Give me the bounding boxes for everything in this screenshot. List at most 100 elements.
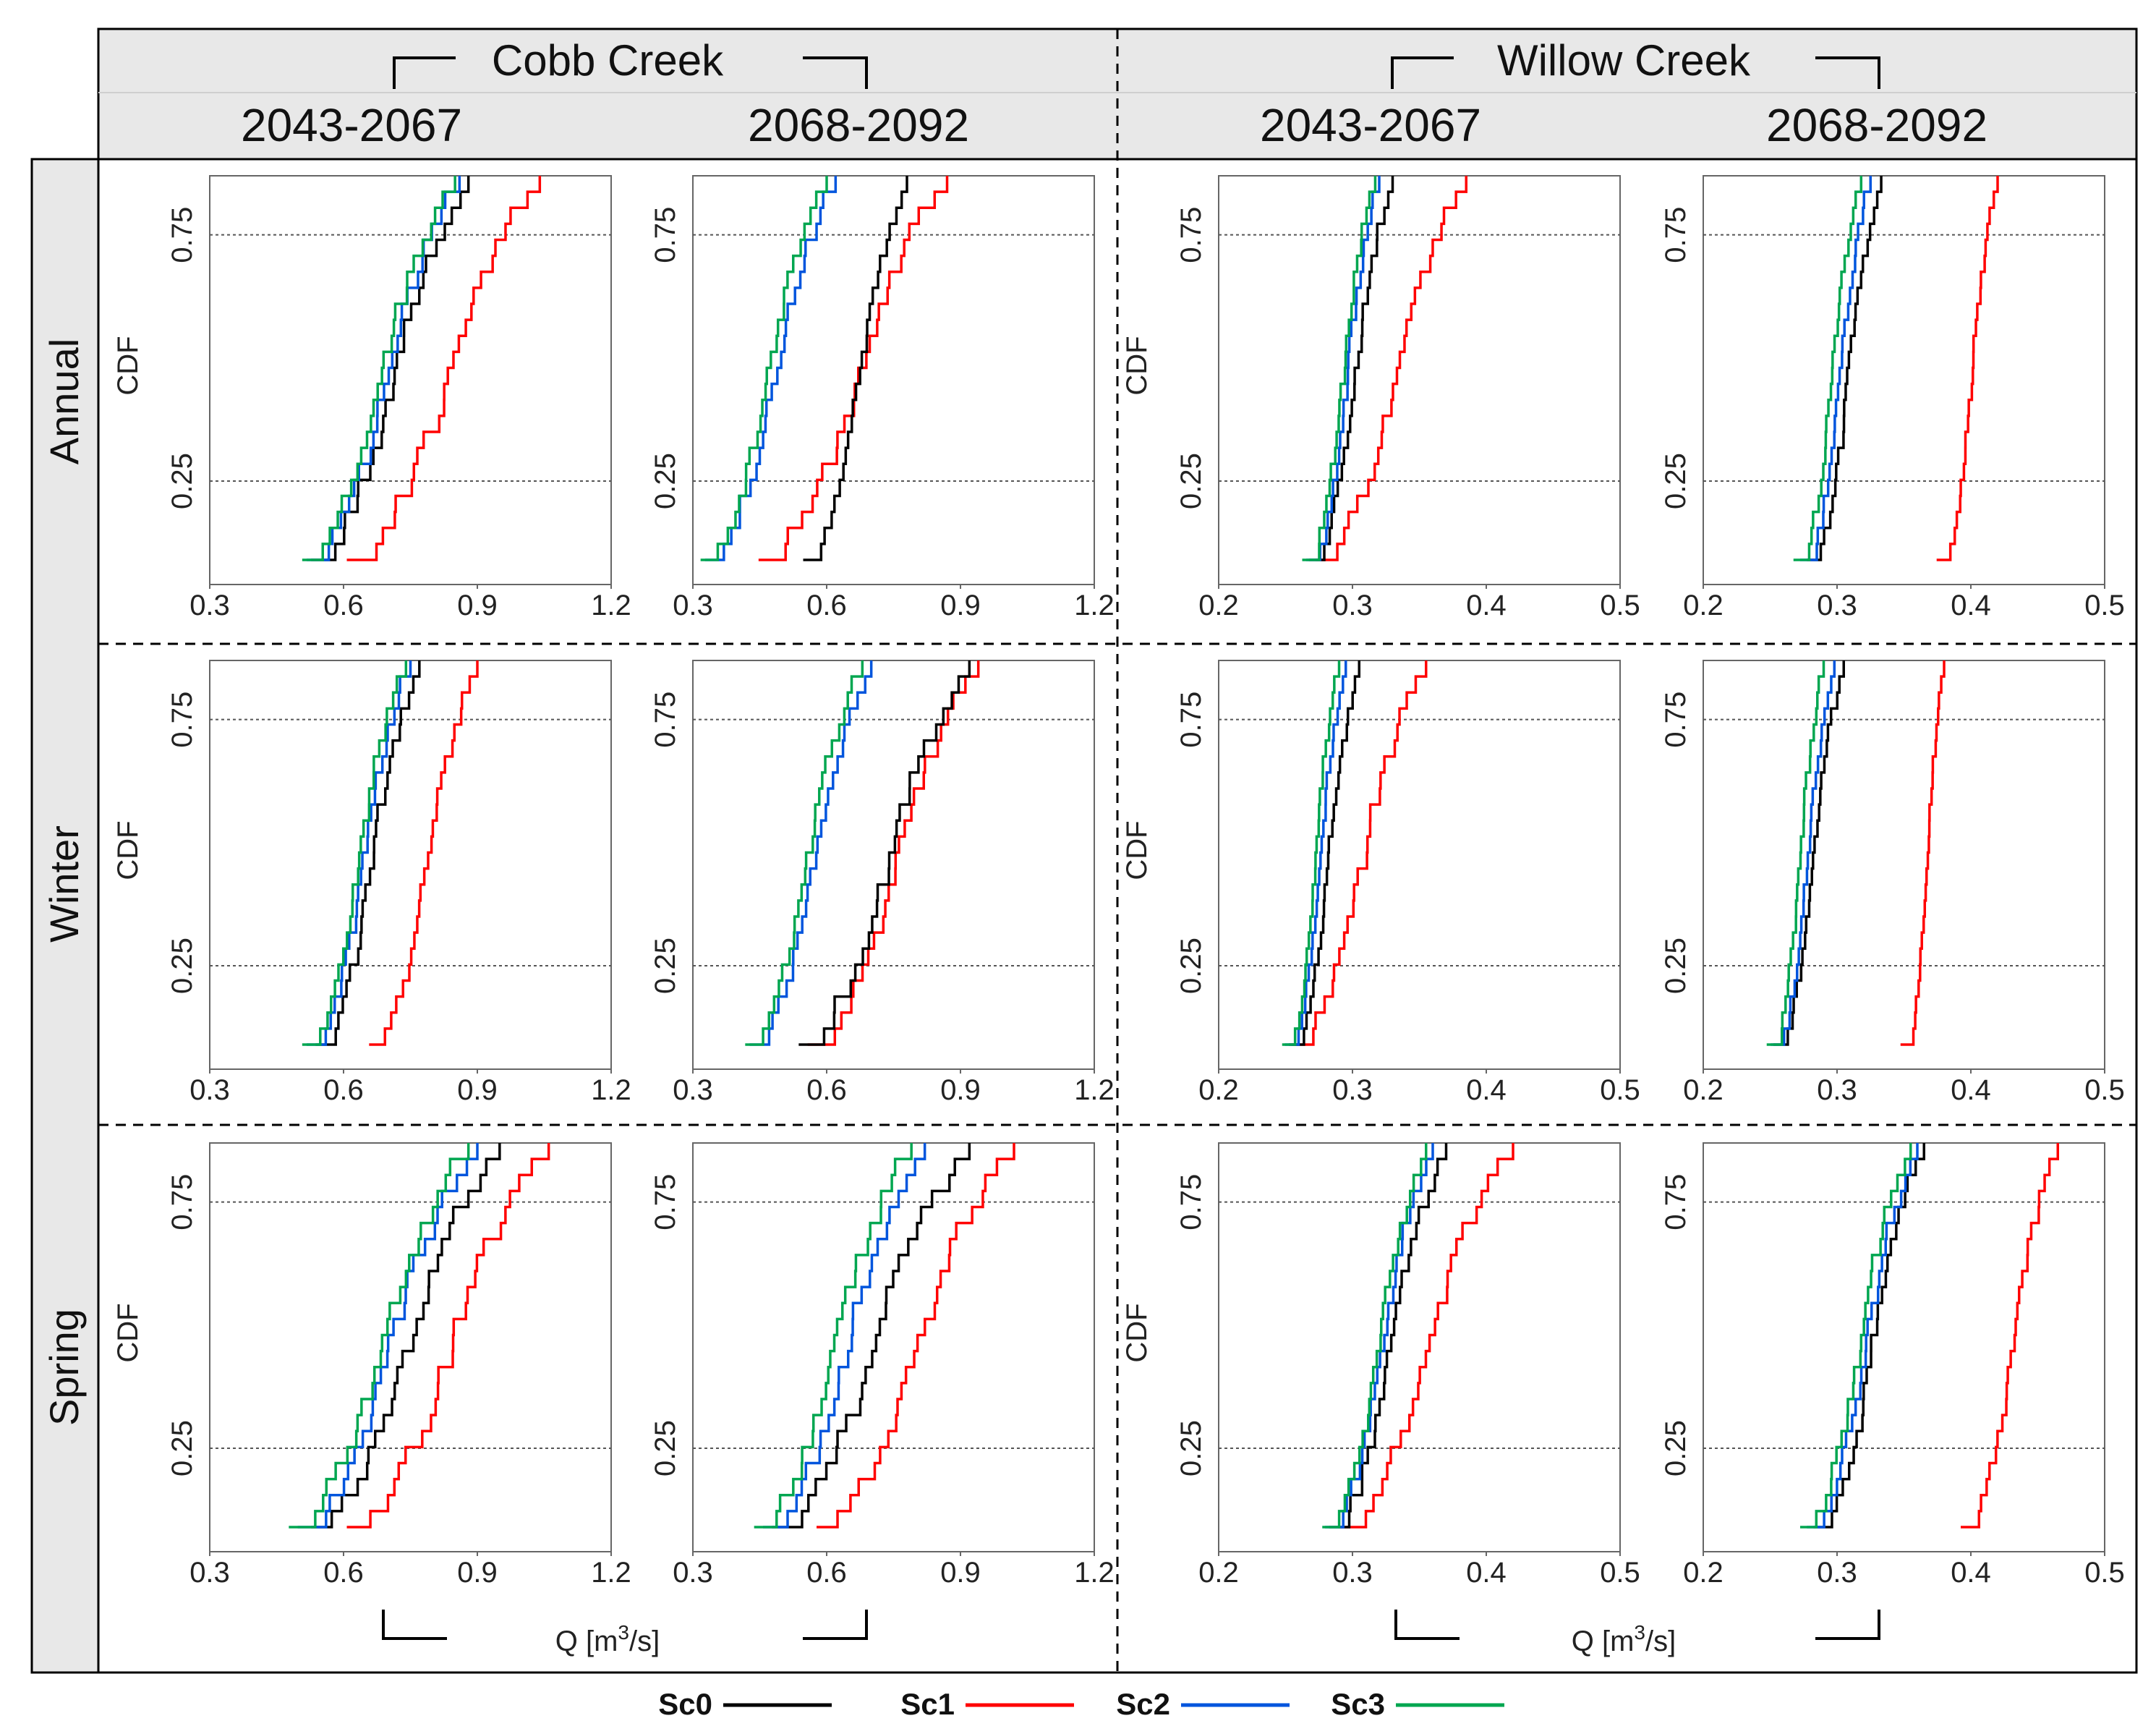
x-tick-label: 0.9	[457, 1557, 498, 1589]
series-line-sc3	[289, 1143, 470, 1529]
x-tick-label: 0.3	[189, 1074, 230, 1106]
xlabel-willow: Q [m3/s]	[1394, 1610, 1880, 1657]
xlabel-text-willow: Q [m3/s]	[1572, 1621, 1676, 1657]
plot-frame	[1218, 1142, 1621, 1552]
x-tick-label: 0.6	[806, 1557, 847, 1589]
x-tick-label: 0.2	[1683, 1557, 1723, 1589]
y-tick-label: 0.25	[649, 938, 681, 994]
series-line-sc3	[1302, 176, 1377, 561]
y-tick-label: 0.75	[166, 207, 198, 263]
series-line-sc1	[807, 660, 980, 1046]
x-tick-label: 0.9	[940, 1074, 981, 1106]
y-tick-label: 0.25	[649, 1420, 681, 1476]
x-tick-label: 0.3	[1332, 590, 1373, 621]
panel-spring-3: 0.25 0.75 CDF 0.2 0.3 0.4 0.5	[1121, 1142, 1640, 1589]
y-tick-label: 0.75	[649, 207, 681, 263]
series-line-sc3	[1322, 1143, 1428, 1529]
x-tick-label: 0.9	[457, 590, 498, 621]
legend-label-sc1: Sc1	[900, 1687, 955, 1721]
y-tick-label: 0.75	[1660, 207, 1692, 263]
y-tick-label: 0.25	[1660, 938, 1692, 994]
x-tick-label: 1.2	[591, 1074, 631, 1106]
plot-frame	[1703, 660, 2105, 1070]
y-tick-label: 0.75	[649, 692, 681, 748]
x-tick-label: 0.2	[1198, 1557, 1239, 1589]
y-tick-label: 0.75	[1175, 1174, 1207, 1231]
x-tick-label: 0.9	[457, 1074, 498, 1106]
plot-frame	[1218, 175, 1621, 585]
y-tick-label: 0.75	[166, 692, 198, 748]
x-tick-label: 0.4	[1466, 1557, 1507, 1589]
y-tick-label: 0.25	[1660, 453, 1692, 509]
panel-spring-1: 0.25 0.75 CDF 0.3 0.6 0.9 1.2	[112, 1142, 631, 1589]
series-line-sc2	[1306, 176, 1381, 561]
x-tick-label: 0.3	[1817, 1074, 1857, 1106]
series-line-sc0	[803, 176, 908, 561]
legend-label-sc0: Sc0	[658, 1687, 712, 1721]
panel-annual-2: 0.25 0.75 0.3 0.6 0.9 1.2	[649, 175, 1115, 621]
x-tick-label: 0.3	[673, 1557, 713, 1589]
x-tick-label: 0.5	[1600, 1074, 1640, 1106]
period-header-4: 2068-2092	[1766, 99, 1987, 151]
y-tick-label: 0.75	[1660, 692, 1692, 748]
y-tick-label: 0.25	[166, 938, 198, 994]
y-tick-label: 0.25	[1175, 453, 1207, 509]
x-tick-label: 0.4	[1466, 1074, 1507, 1106]
x-tick-label: 0.9	[940, 1557, 981, 1589]
x-tick-label: 1.2	[1074, 1074, 1115, 1106]
site-header-cobb: Cobb Creek	[393, 36, 868, 89]
series-line-sc1	[1316, 176, 1467, 561]
x-tick-label: 0.6	[323, 1557, 364, 1589]
series-line-sc0	[1807, 176, 1883, 561]
series-line-sc3	[1800, 1143, 1912, 1529]
series-line-sc3	[302, 660, 408, 1046]
series-line-sc2	[1807, 1143, 1919, 1529]
x-tick-label: 0.4	[1951, 590, 1991, 621]
series-line-sc0	[315, 660, 421, 1046]
panel-winter-2: 0.25 0.75 0.3 0.6 0.9 1.2	[649, 660, 1115, 1106]
panel-annual-1: 0.25 0.75 CDF 0.3 0.6 0.9 1.2	[112, 175, 631, 621]
row-label-band	[30, 158, 100, 1674]
row-label-winter: Winter	[41, 825, 87, 943]
series-line-sc2	[763, 1143, 926, 1529]
series-line-sc3	[1793, 176, 1863, 561]
x-tick-label: 0.6	[806, 590, 847, 621]
row-label-spring: Spring	[41, 1309, 87, 1426]
site-header-willow: Willow Creek	[1391, 36, 1880, 89]
x-tick-label: 0.5	[1600, 590, 1640, 621]
x-tick-label: 0.3	[1332, 1074, 1373, 1106]
plot-frame	[209, 175, 612, 585]
x-tick-label: 0.5	[2084, 1074, 2125, 1106]
x-tick-label: 0.4	[1951, 1557, 1991, 1589]
x-tick-label: 0.9	[940, 590, 981, 621]
x-tick-label: 0.3	[1817, 1557, 1857, 1589]
series-line-sc0	[1773, 660, 1845, 1046]
series-line-sc0	[772, 1143, 971, 1529]
x-tick-label: 0.3	[673, 1074, 713, 1106]
plot-frame	[209, 1142, 612, 1552]
series-line-sc3	[302, 176, 456, 561]
series-line-sc0	[1308, 176, 1394, 561]
series-line-sc0	[311, 1143, 501, 1529]
series-line-sc1	[817, 1143, 1015, 1529]
plot-frame	[209, 660, 612, 1070]
legend-label-sc2: Sc2	[1116, 1687, 1170, 1721]
x-tick-label: 0.5	[1600, 1557, 1640, 1589]
series-line-sc1	[346, 1143, 550, 1529]
y-tick-label: 0.25	[649, 453, 681, 509]
y-tick-label: 0.75	[649, 1174, 681, 1231]
series-line-sc3	[745, 660, 864, 1046]
x-tick-label: 0.2	[1198, 1074, 1239, 1106]
period-header-3: 2043-2067	[1260, 99, 1481, 151]
y-tick-label: 0.25	[166, 453, 198, 509]
series-line-sc1	[369, 660, 479, 1046]
panel-spring-2: 0.25 0.75 0.3 0.6 0.9 1.2	[649, 1142, 1115, 1589]
series-line-sc1	[1291, 660, 1428, 1046]
y-tick-label: 0.25	[1175, 1420, 1207, 1476]
xlabel-cobb: Q [m3/s]	[382, 1610, 868, 1657]
y-tick-label: 0.25	[166, 1420, 198, 1476]
x-tick-label: 0.4	[1466, 590, 1507, 621]
x-tick-label: 1.2	[591, 590, 631, 621]
y-axis-label: CDF	[112, 336, 144, 395]
y-axis-label: CDF	[1121, 820, 1153, 880]
